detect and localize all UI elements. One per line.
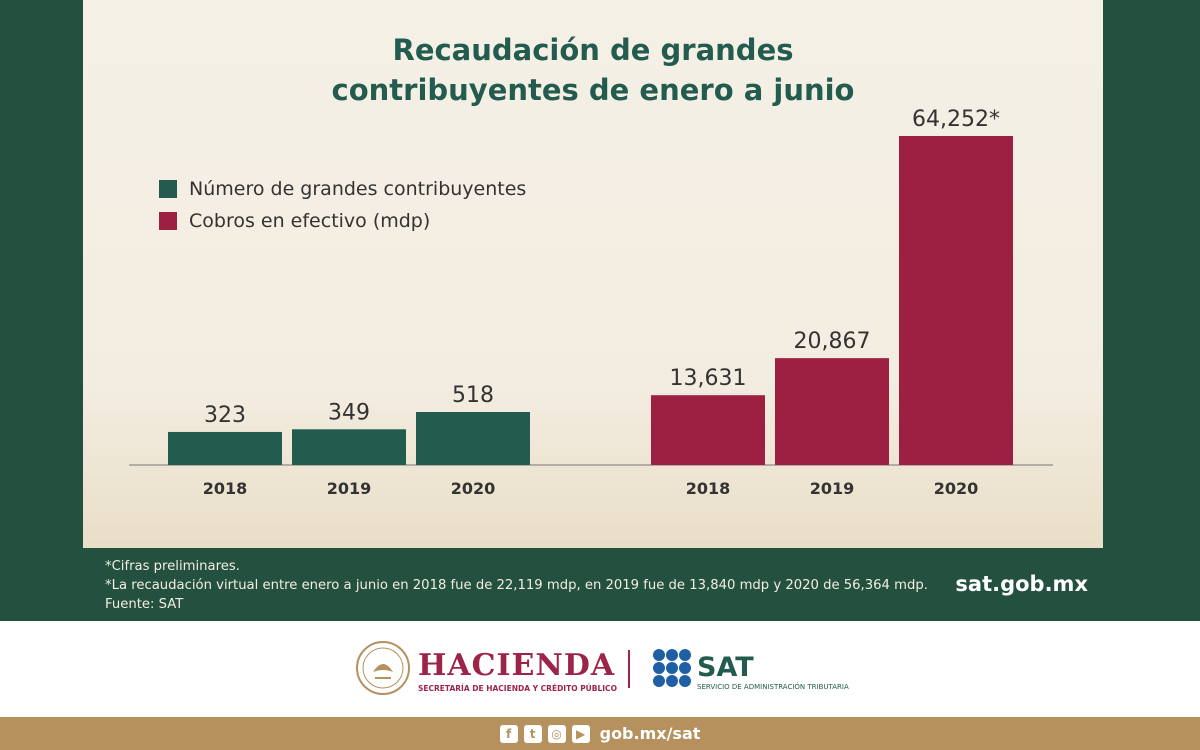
bar-chart: 323 2018 349 2019 518 2020 13,631 2018 20,867 201… bbox=[129, 107, 1053, 498]
legend-swatch-maroon bbox=[159, 212, 177, 230]
logo-band bbox=[0, 621, 1200, 717]
instagram-icon[interactable]: ◎ bbox=[547, 724, 566, 743]
sat-logo-text: SAT bbox=[697, 652, 754, 683]
footer-url-link[interactable]: gob.mx/sat bbox=[599, 724, 701, 743]
site-url: sat.gob.mx bbox=[955, 572, 1088, 596]
chart-card: Recaudación de grandes contribuyentes de… bbox=[83, 0, 1103, 548]
bar-1-2020 bbox=[899, 136, 1013, 465]
data-label-0-2020: 518 bbox=[452, 383, 494, 408]
social-links: f t ◎ ▶ bbox=[499, 724, 590, 743]
bar-0-2020 bbox=[416, 412, 530, 465]
tick-label-1-2019: 2019 bbox=[810, 479, 855, 498]
bar-0-2018 bbox=[168, 431, 282, 465]
legend-item-contribuyentes: Número de grandes contribuyentes bbox=[159, 178, 526, 200]
twitter-icon[interactable]: t bbox=[523, 724, 542, 743]
bar-1-2019 bbox=[775, 358, 889, 465]
sat-logo-subtitle: SERVICIO DE ADMINISTRACIÓN TRIBUTARIA bbox=[697, 683, 849, 691]
sat-dots-icon bbox=[653, 649, 691, 687]
hacienda-logo-subtitle: SECRETARÍA DE HACIENDA Y CRÉDITO PÚBLICO bbox=[418, 684, 617, 693]
tick-label-0-2020: 2020 bbox=[451, 479, 496, 498]
footnote-source: Fuente: SAT bbox=[105, 597, 184, 612]
logo-divider bbox=[628, 650, 630, 688]
coat-of-arms-icon bbox=[356, 641, 410, 695]
footer-band: f t ◎ ▶ gob.mx/sat bbox=[0, 717, 1200, 750]
tick-label-1-2020: 2020 bbox=[934, 479, 979, 498]
facebook-icon[interactable]: f bbox=[499, 724, 518, 743]
data-label-0-2019: 349 bbox=[328, 400, 370, 425]
tick-label-0-2018: 2018 bbox=[203, 479, 248, 498]
legend-label-cobros: Cobros en efectivo (mdp) bbox=[189, 210, 431, 232]
tick-label-0-2019: 2019 bbox=[327, 479, 372, 498]
bar-0-2019 bbox=[292, 429, 406, 465]
chart-title-line-1: Recaudación de grandes bbox=[392, 33, 794, 67]
footnote-virtual: *La recaudación virtual entre enero a ju… bbox=[105, 578, 928, 593]
legend-swatch-green bbox=[159, 180, 177, 198]
tick-label-1-2018: 2018 bbox=[686, 479, 731, 498]
data-label-1-2018: 13,631 bbox=[670, 366, 747, 391]
legend-item-cobros: Cobros en efectivo (mdp) bbox=[159, 210, 430, 232]
footnote-preliminary: *Cifras preliminares. bbox=[105, 559, 240, 574]
legend-label-contribuyentes: Número de grandes contribuyentes bbox=[189, 178, 527, 200]
chart-title-line-2: contribuyentes de enero a junio bbox=[331, 73, 855, 107]
footnotes: *Cifras preliminares. *La recaudación vi… bbox=[105, 557, 928, 614]
data-label-0-2018: 323 bbox=[204, 403, 246, 428]
data-label-1-2020: 64,252* bbox=[912, 107, 1000, 132]
data-label-1-2019: 20,867 bbox=[794, 329, 871, 354]
bar-1-2018 bbox=[651, 395, 765, 465]
youtube-icon[interactable]: ▶ bbox=[571, 724, 590, 743]
hacienda-logo-text: HACIENDA bbox=[418, 648, 616, 683]
